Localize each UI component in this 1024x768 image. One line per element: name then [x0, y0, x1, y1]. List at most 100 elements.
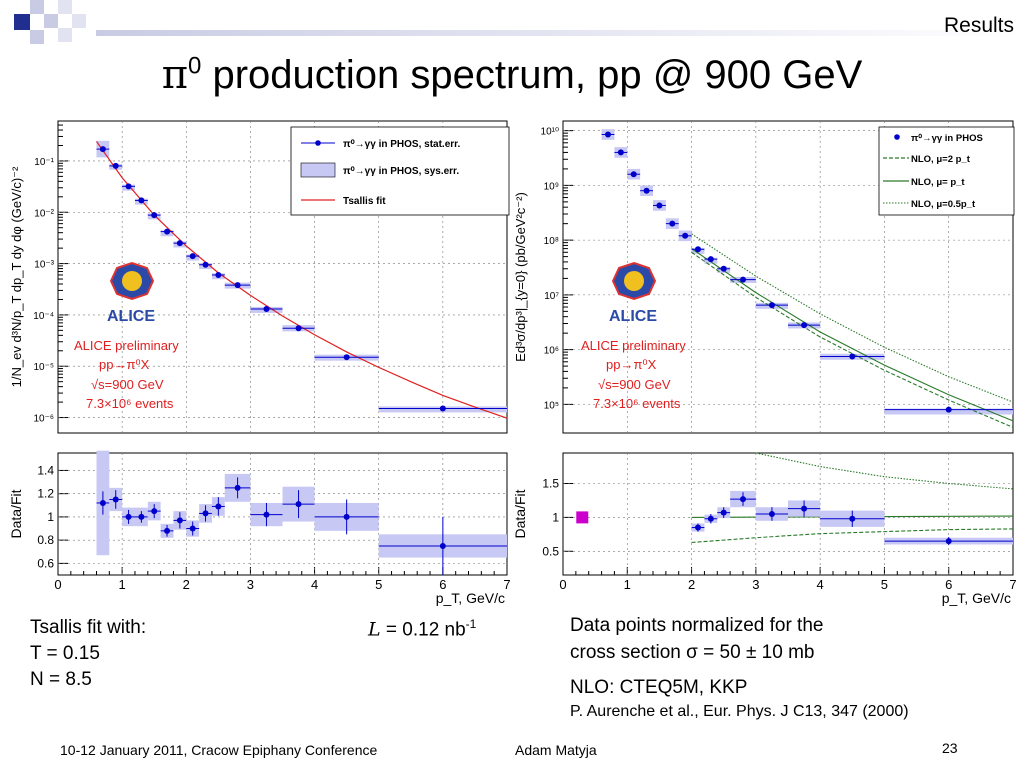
title-underline [96, 30, 1021, 36]
y-tick-label: 0.8 [37, 533, 54, 547]
fit-N: N = 8.5 [30, 669, 92, 690]
y-tick-label: 1 [47, 510, 54, 524]
y-tick-label: 0.6 [37, 556, 54, 570]
right-plot: 0 1 2 3 4 5 6 7p_T, GeV/c 10¹⁰ 10⁹ 10⁸ 10⁷ 10⁶ 10⁵ Ed³… [511, 113, 1020, 610]
ratio-point [176, 517, 183, 524]
x-tick-label: 2 [688, 577, 695, 592]
data-point [138, 197, 145, 204]
y-tick-label: 10⁹ [544, 181, 559, 192]
ratio-point [343, 513, 350, 520]
annotation-line-4: 7.3×10⁶ events [593, 396, 681, 411]
legend-sys-swatch [300, 162, 336, 178]
fit-parameters: Tsallis fit with: T = 0.15 N = 8.5 [30, 615, 146, 693]
ratio-point [99, 499, 106, 506]
y-tick-label: 1.4 [37, 463, 54, 477]
ratio-axis-label: Data/Fit [8, 489, 24, 538]
ratio-point [138, 513, 145, 520]
x-tick-label: 5 [881, 577, 888, 592]
lumi-unit-sup: -1 [465, 617, 477, 631]
x-tick-label: 0 [559, 577, 566, 592]
data-point [801, 322, 808, 329]
x-tick-label: 7 [503, 577, 510, 592]
ratio-point [125, 513, 132, 520]
ratio-point [695, 524, 701, 531]
x-tick-label: 7 [1009, 577, 1016, 592]
title-pi: π [161, 52, 188, 98]
normalization-marker [576, 511, 589, 524]
ratio-point [707, 515, 714, 522]
reference: P. Aurenche et al., Eur. Phys. J C13, 34… [570, 703, 909, 720]
ratio-point [215, 503, 222, 510]
x-tick-label: 5 [375, 577, 382, 592]
x-tick-label: 0 [54, 577, 61, 592]
ratio-point [202, 510, 209, 517]
legend-stat-label: π⁰→γγ in PHOS, stat.err. [343, 139, 460, 150]
ratio-point [439, 542, 446, 549]
title-text: production spectrum, pp @ 900 GeV [201, 53, 863, 97]
nlo-curve [691, 251, 1014, 428]
data-point [439, 405, 446, 412]
y-tick-label: 0.5 [542, 544, 559, 558]
x-tick-label: 3 [247, 577, 254, 592]
y-tick-label: 1.2 [37, 487, 54, 501]
data-point [945, 406, 952, 413]
ratio-point [295, 501, 302, 508]
y-tick-label: 10⁶ [544, 346, 559, 357]
y-tick-label: 1.5 [542, 477, 559, 491]
data-point [189, 253, 196, 260]
ratio-point [849, 515, 856, 522]
x-axis-label: p_T, GeV/c [436, 590, 505, 606]
data-point [617, 149, 624, 156]
annotation-line-1: ALICE preliminary [581, 338, 686, 353]
y-tick-label: 10⁷ [544, 291, 559, 302]
data-point [176, 240, 183, 247]
data-point [343, 354, 350, 361]
ratio-frame [562, 452, 1014, 576]
x-tick-label: 6 [439, 577, 446, 592]
y-tick-label: 1 [552, 510, 559, 524]
ratio-point [768, 511, 775, 517]
nlo-curve [691, 248, 1014, 422]
lumi-value: = 0.12 nb [380, 619, 466, 641]
ratio-nlo-curve [755, 452, 1014, 490]
ratio-point [740, 496, 746, 503]
page-number: 23 [942, 740, 958, 756]
ratio-point [263, 511, 270, 518]
ratio-frame [57, 452, 508, 576]
ratio-point [189, 525, 196, 532]
footer-author: Adam Matyja [515, 742, 597, 758]
data-point [112, 162, 119, 169]
lumi-symbol: L [368, 618, 381, 641]
y-tick-label: 10⁸ [544, 236, 559, 247]
data-point [707, 256, 714, 263]
y-axis-label: 1/N_ev d³N/p_T dp_T dy dφ (GeV/c)⁻² [9, 166, 24, 387]
nlo-curve [691, 233, 1014, 403]
annotation-line-3: √s=900 GeV [91, 377, 164, 392]
luminosity: L = 0.12 nb-1 [368, 617, 476, 641]
data-point [768, 302, 775, 309]
left-plot: 0 1 2 3 4 5 6 7p_T, GeV/c10⁻¹10⁻²10⁻³10⁻⁴10⁻⁵10… [5, 113, 516, 610]
x-tick-label: 1 [624, 577, 631, 592]
data-point [849, 353, 856, 360]
footer-conference: 10-12 January 2011, Cracow Epiphany Conf… [60, 742, 378, 758]
y-tick-label: 10⁻³ [34, 260, 54, 271]
y-tick-label: 10¹⁰ [541, 127, 559, 138]
legend-nlo05-label: NLO, μ=0.5p_t [911, 199, 976, 210]
data-point [630, 171, 637, 178]
data-point [295, 325, 302, 332]
data-point [215, 271, 222, 278]
data-point [151, 212, 158, 219]
x-tick-label: 3 [752, 577, 759, 592]
fit-label: Tsallis fit with: [30, 617, 147, 638]
y-tick-label: 10⁵ [544, 400, 559, 411]
ratio-axis-label: Data/Fit [512, 489, 528, 538]
data-point [263, 306, 270, 313]
annotation-line-2: pp→π⁰X [606, 357, 657, 372]
legend-nlo1-label: NLO, μ= p_t [911, 177, 965, 188]
ratio-point [801, 505, 808, 512]
data-point [740, 276, 746, 283]
fit-T: T = 0.15 [30, 643, 100, 664]
y-tick-label: 10⁻⁵ [33, 362, 54, 373]
data-point [202, 261, 209, 268]
annotation-line-1: ALICE preliminary [74, 338, 179, 353]
